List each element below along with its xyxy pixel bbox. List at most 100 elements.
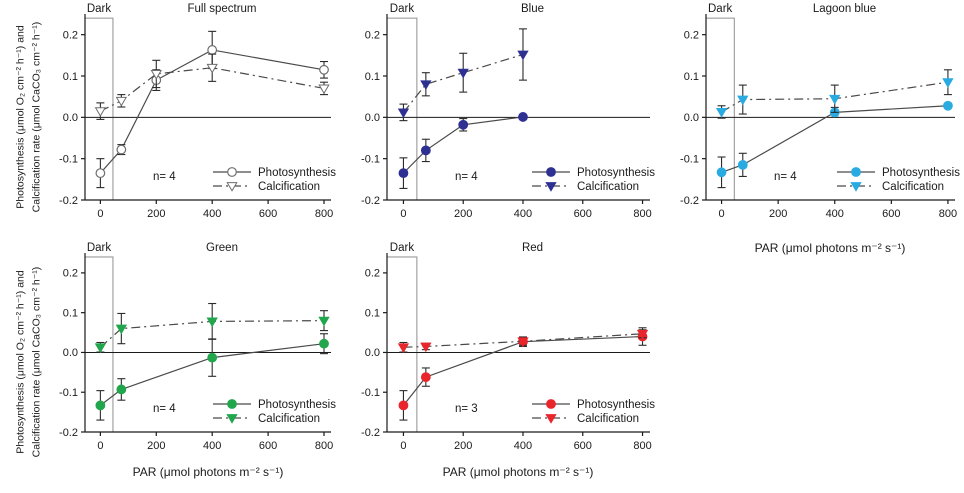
x-tick-label: 400 xyxy=(203,208,221,220)
data-point-circle xyxy=(546,167,556,177)
data-point-circle xyxy=(227,167,237,177)
x-tick-label: 600 xyxy=(259,208,277,220)
panel-title: Blue xyxy=(521,3,544,15)
x-tick-label: 800 xyxy=(315,440,333,452)
data-point-triangle xyxy=(115,96,128,107)
data-point-triangle xyxy=(226,414,238,424)
series-calcification xyxy=(397,329,649,354)
y-tick-label: 0.2 xyxy=(63,268,78,280)
y-tick-label: 0.2 xyxy=(684,29,699,41)
x-tick-label: 400 xyxy=(514,208,532,220)
data-point-triangle xyxy=(115,324,128,335)
legend-entry-photosynthesis: Photosynthesis xyxy=(213,399,336,411)
axes xyxy=(386,253,650,433)
y-tick-label: 0.2 xyxy=(365,29,380,41)
data-point-circle xyxy=(227,399,237,409)
dark-label: Dark xyxy=(708,3,733,15)
panel-lagoon-blue: Dark Lagoon blue 0.2 0.1 0.0 -0.1 -0.2 0 200 400 6… xyxy=(680,3,960,220)
y-axis-ticks: 0.2 0.1 0.0 -0.1 -0.2 xyxy=(361,29,387,207)
data-point-triangle xyxy=(150,70,162,80)
x-tick-label: 400 xyxy=(826,208,844,220)
y-tick-label: 0.1 xyxy=(365,71,380,83)
series-line xyxy=(403,116,524,174)
data-point-triangle xyxy=(420,342,432,353)
y-tick-label: -0.1 xyxy=(59,153,78,165)
y-tick-label: 0.0 xyxy=(63,347,78,359)
x-tick-label: 0 xyxy=(400,440,406,452)
y-axis-label-line1: Photosynthesis (μmol O₂ cm⁻² h⁻¹) and xyxy=(14,25,26,209)
x-tick-label: 800 xyxy=(315,208,333,220)
dark-label: Dark xyxy=(87,242,112,254)
data-point-circle xyxy=(207,45,218,55)
panel-full-spectrum: Dark Full spectrum 0.2 0.1 0.0 -0.1 -0.2 0 200 40… xyxy=(59,3,336,220)
series-line xyxy=(402,335,643,406)
data-point-triangle xyxy=(318,316,330,327)
series-photosynthesis xyxy=(95,333,329,421)
series-calcification xyxy=(94,53,330,120)
x-tick-label: 0 xyxy=(97,440,103,452)
data-point-triangle xyxy=(420,80,432,91)
data-point-circle xyxy=(420,145,431,156)
y-tick-label: 0.1 xyxy=(63,71,78,83)
legend-entry-photosynthesis: Photosynthesis xyxy=(532,399,655,411)
y-tick-label: 0.0 xyxy=(63,112,78,124)
data-point-triangle xyxy=(94,107,107,117)
y-tick-label: -0.1 xyxy=(361,387,380,399)
x-tick-label: 400 xyxy=(203,440,221,452)
legend-label: Photosynthesis xyxy=(258,167,336,179)
y-axis-label-line2: Calcification rate (μmol CaCO₃ cm⁻² h⁻¹) xyxy=(30,266,42,458)
panel-red: Dark Red 0.2 0.1 0.0 -0.1 -0.2 0 200 400 600 800 n= … xyxy=(361,242,655,452)
data-point-triangle xyxy=(517,337,529,348)
data-point-triangle xyxy=(737,95,749,106)
data-point-triangle xyxy=(397,343,410,354)
legend-entry-photosynthesis: Photosynthesis xyxy=(837,167,960,179)
data-point-triangle xyxy=(829,94,841,105)
x-axis-ticks: 0 200 400 600 800 xyxy=(719,200,957,220)
y-axis-label-line1: Photosynthesis (μmol O₂ cm⁻² h⁻¹) and xyxy=(14,270,26,454)
data-point-circle xyxy=(207,352,218,363)
series-line xyxy=(721,105,948,173)
data-point-circle xyxy=(398,168,409,179)
y-tick-label: -0.2 xyxy=(361,427,380,439)
dark-label: Dark xyxy=(390,242,415,254)
axes xyxy=(705,14,955,201)
x-tick-label: 600 xyxy=(574,208,592,220)
data-point-circle xyxy=(546,399,556,409)
y-tick-label: -0.1 xyxy=(59,387,78,399)
y-tick-label: -0.2 xyxy=(59,427,78,439)
legend-label: Photosynthesis xyxy=(577,399,655,411)
x-tick-label: 800 xyxy=(633,208,651,220)
legend-label: Photosynthesis xyxy=(258,399,336,411)
y-axis-label-line2: Calcification rate (μmol CaCO₃ cm⁻² h⁻¹) xyxy=(30,21,42,213)
x-tick-label: 800 xyxy=(939,208,957,220)
data-point-triangle xyxy=(545,414,557,424)
legend: Photosynthesis Calcification xyxy=(213,399,336,425)
y-axis-ticks: 0.2 0.1 0.0 -0.1 -0.2 xyxy=(59,268,85,439)
series-calcification xyxy=(397,28,529,122)
data-point-triangle xyxy=(397,108,410,119)
data-point-circle xyxy=(319,338,329,349)
data-point-circle xyxy=(319,64,329,75)
data-point-triangle xyxy=(545,182,557,192)
axes xyxy=(84,253,331,433)
y-tick-label: -0.2 xyxy=(680,195,699,207)
x-tick-label: 600 xyxy=(882,208,900,220)
data-point-circle xyxy=(518,112,528,122)
y-tick-label: 0.0 xyxy=(684,112,699,124)
data-point-triangle xyxy=(850,182,862,192)
data-point-triangle xyxy=(206,63,218,74)
y-tick-label: 0.0 xyxy=(365,347,380,359)
data-point-triangle xyxy=(457,68,469,79)
data-point-triangle xyxy=(94,343,107,354)
series-photosynthesis xyxy=(398,112,528,189)
x-axis-ticks: 0 200 400 600 800 xyxy=(400,432,652,452)
data-point-circle xyxy=(116,384,127,395)
data-point-circle xyxy=(116,144,127,155)
legend-entry-calcification: Calcification xyxy=(532,413,639,425)
panel-title: Red xyxy=(522,242,543,254)
n-label: n= 4 xyxy=(774,171,797,183)
y-axis-ticks: 0.2 0.1 0.0 -0.1 -0.2 xyxy=(59,29,85,207)
legend-label: Calcification xyxy=(577,181,639,193)
x-axis-label-lagoon-blue: PAR (μmol photons m⁻² s⁻¹) xyxy=(754,241,906,255)
series-calcification xyxy=(715,69,954,119)
